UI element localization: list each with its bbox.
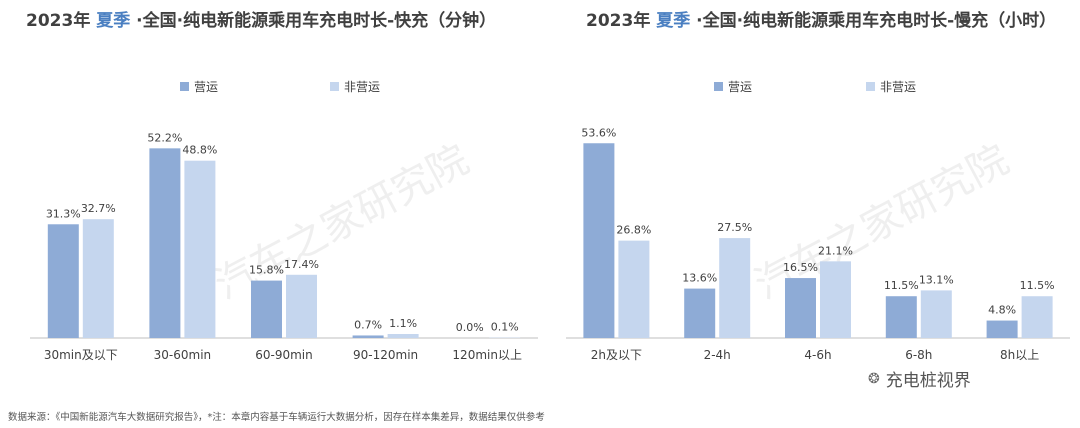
data-label: 21.1% (818, 244, 853, 257)
legend-swatch-operating (714, 82, 723, 91)
x-tick-label: 2h及以下 (591, 348, 642, 362)
bar-operating (986, 320, 1018, 338)
bar-non-operating (82, 219, 114, 338)
bar-non-operating (820, 261, 851, 338)
bar-operating (149, 148, 181, 338)
brand-mark: ❂ 充电桩视界 (868, 366, 971, 392)
legend-label-operating: 营运 (728, 80, 753, 94)
legend-label-operating: 营运 (194, 80, 219, 94)
left-title-year: 2023年 (26, 11, 91, 31)
left-title-text: ·全国·纯电新能源乘用车充电时长-快充（分钟） (136, 11, 497, 31)
data-label: 0.0% (456, 321, 484, 334)
left-chart-title: 2023年 夏季 ·全国·纯电新能源乘用车充电时长-快充（分钟） (26, 6, 496, 31)
data-label: 16.5% (783, 261, 818, 274)
x-tick-label: 4-6h (804, 348, 831, 362)
legend-swatch-non-operating (330, 82, 339, 91)
legend-swatch-non-operating (866, 82, 875, 91)
data-label: 17.4% (284, 258, 319, 271)
data-label: 27.5% (717, 221, 752, 234)
bar-non-operating (286, 274, 317, 338)
data-label: 53.6% (581, 126, 616, 139)
data-label: 11.5% (1020, 279, 1055, 292)
data-label: 1.1% (389, 317, 417, 330)
legend-swatch-operating (180, 82, 189, 91)
bar-operating (583, 143, 615, 338)
right-title-year: 2023年 (586, 11, 651, 31)
bar-operating (785, 278, 816, 338)
bar-operating (885, 296, 917, 338)
legend-item-operating: 营运 (180, 78, 218, 95)
bar-non-operating (184, 160, 216, 338)
x-tick-label: 120min以上 (452, 348, 522, 362)
data-label: 11.5% (884, 279, 919, 292)
bar-non-operating (618, 240, 650, 338)
bar-operating (47, 224, 79, 338)
x-tick-label: 90-120min (353, 348, 418, 362)
data-label: 0.1% (491, 321, 519, 334)
data-label: 15.8% (249, 264, 284, 277)
x-tick-label: 8h以上 (1000, 348, 1039, 362)
x-tick-label: 2-4h (704, 348, 731, 362)
left-title-season: 夏季 (96, 11, 131, 31)
brand-name: 充电桩视界 (885, 371, 971, 391)
data-label: 26.8% (616, 224, 651, 237)
data-label: 13.6% (682, 272, 717, 285)
data-label: 32.7% (81, 202, 116, 215)
legend-item-non-operating: 非营运 (330, 78, 380, 95)
wechat-icon: ❂ (868, 370, 880, 387)
data-label: 4.8% (988, 304, 1016, 317)
bar-non-operating (1021, 296, 1053, 338)
bar-operating (684, 288, 716, 338)
bar-operating (352, 335, 384, 338)
bar-operating (251, 280, 282, 338)
right-title-text: ·全国·纯电新能源乘用车充电时长-慢充（小时） (696, 11, 1057, 31)
data-label: 52.2% (147, 131, 182, 144)
data-label: 0.7% (354, 318, 382, 331)
x-tick-label: 60-90min (255, 348, 313, 362)
bar-non-operating (387, 334, 419, 338)
data-label: 48.8% (182, 144, 217, 157)
legend-label-non-operating: 非营运 (880, 80, 917, 94)
legend-label-non-operating: 非营运 (344, 80, 381, 94)
data-label: 13.1% (919, 273, 954, 286)
right-chart-title: 2023年 夏季 ·全国·纯电新能源乘用车充电时长-慢充（小时） (586, 6, 1056, 31)
x-tick-label: 30min及以下 (44, 348, 118, 362)
bar-non-operating (719, 238, 751, 338)
x-tick-label: 6-8h (905, 348, 932, 362)
right-title-season: 夏季 (656, 11, 691, 31)
data-label: 31.3% (46, 207, 81, 220)
bar-non-operating (920, 290, 952, 338)
legend-item-operating: 营运 (714, 78, 752, 95)
legend-item-non-operating: 非营运 (866, 78, 916, 95)
footer-note: 数据来源：《中国新能源汽车大数据研究报告》，*注：本章内容基于车辆运行大数据分析… (8, 412, 545, 423)
x-tick-label: 30-60min (154, 348, 212, 362)
